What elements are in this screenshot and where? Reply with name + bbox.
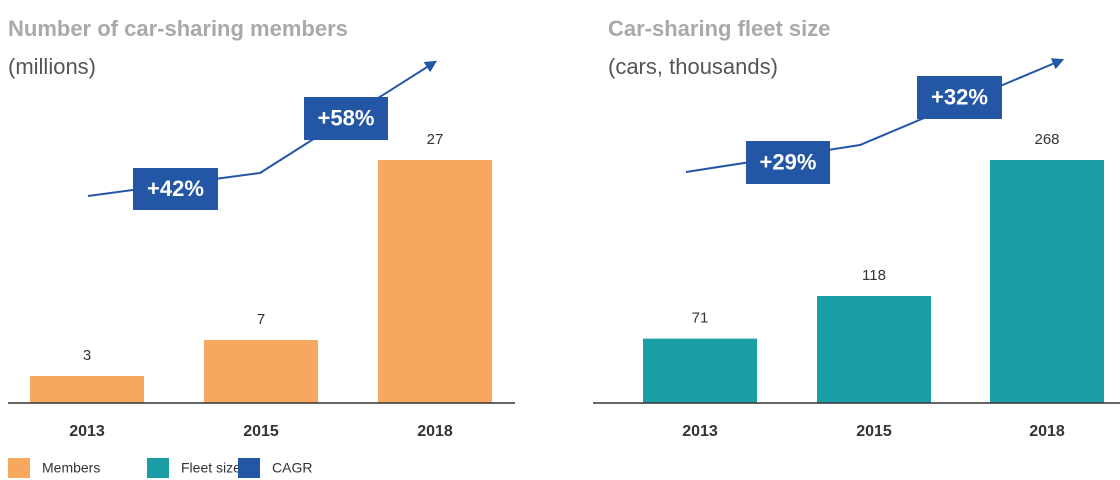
x-tick-label: 2018 [417,423,453,440]
chart-subtitle: (millions) [8,54,96,79]
data-label: 71 [692,310,709,327]
cagr-box [917,76,1002,119]
bar [990,160,1104,403]
chart-title: Car-sharing fleet size [608,16,831,41]
bar [643,338,757,403]
legend-label: Fleet size [181,460,241,476]
legend-swatch [8,458,30,478]
chart-title: Number of car-sharing members [8,16,348,41]
data-label: 268 [1034,131,1059,148]
data-label: 27 [427,131,444,148]
cagr-box [133,168,218,210]
bar [378,160,492,403]
legend-swatch [238,458,260,478]
data-label: 7 [257,311,265,328]
cagr-label: +32% [931,84,988,109]
bar [817,296,931,403]
cagr-label: +29% [760,149,817,174]
x-tick-label: 2018 [1029,423,1065,440]
chart-subtitle: (cars, thousands) [608,54,778,79]
x-tick-label: 2015 [856,423,892,440]
cagr-box [304,97,388,140]
legend-label: CAGR [272,460,312,476]
x-tick-label: 2015 [243,423,279,440]
data-label: 3 [83,347,91,364]
cagr-box [746,141,830,184]
data-label: 118 [862,267,886,284]
legend-label: Members [42,460,100,476]
bar [30,376,144,403]
cagr-label: +58% [318,105,375,130]
bar [204,340,318,403]
legend-swatch [147,458,169,478]
cagr-label: +42% [147,176,204,201]
x-tick-label: 2013 [69,423,105,440]
x-tick-label: 2013 [682,423,718,440]
